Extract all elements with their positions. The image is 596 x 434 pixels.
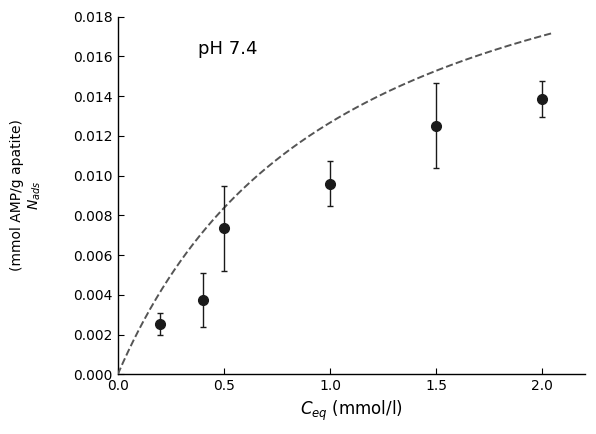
Text: pH 7.4: pH 7.4 (198, 40, 258, 59)
Y-axis label: (mmol AMP/g apatite)
$N_{ads}$: (mmol AMP/g apatite) $N_{ads}$ (10, 119, 43, 271)
X-axis label: $C_{eq}$ (mmol/l): $C_{eq}$ (mmol/l) (300, 399, 403, 423)
